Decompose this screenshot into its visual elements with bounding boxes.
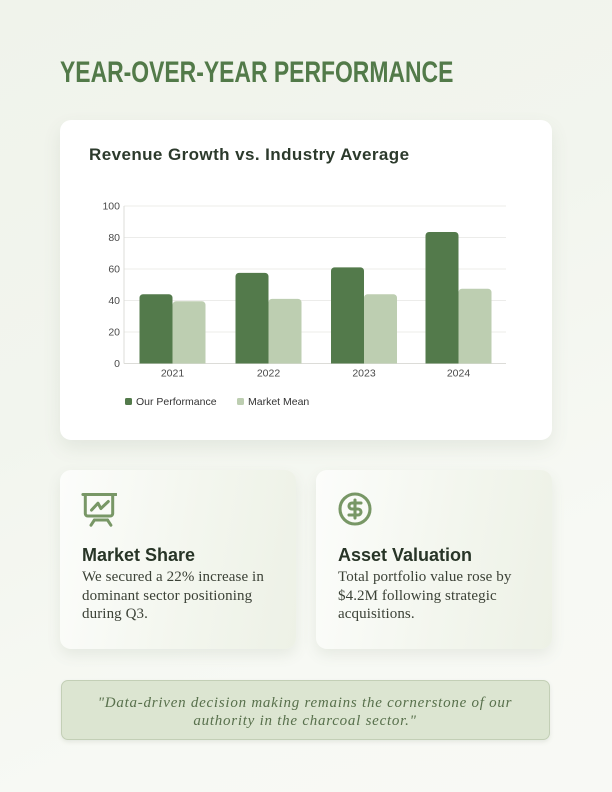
svg-text:Market Mean: Market Mean — [248, 396, 309, 408]
svg-text:40: 40 — [108, 295, 120, 307]
svg-text:Our Performance: Our Performance — [136, 396, 217, 408]
svg-text:2021: 2021 — [161, 368, 185, 380]
svg-text:100: 100 — [102, 201, 120, 213]
svg-text:0: 0 — [114, 358, 120, 370]
svg-text:60: 60 — [108, 264, 120, 276]
svg-text:2023: 2023 — [352, 368, 376, 380]
svg-text:2024: 2024 — [447, 368, 471, 380]
svg-text:2022: 2022 — [257, 368, 281, 380]
svg-text:80: 80 — [108, 232, 120, 244]
svg-text:20: 20 — [108, 327, 120, 339]
